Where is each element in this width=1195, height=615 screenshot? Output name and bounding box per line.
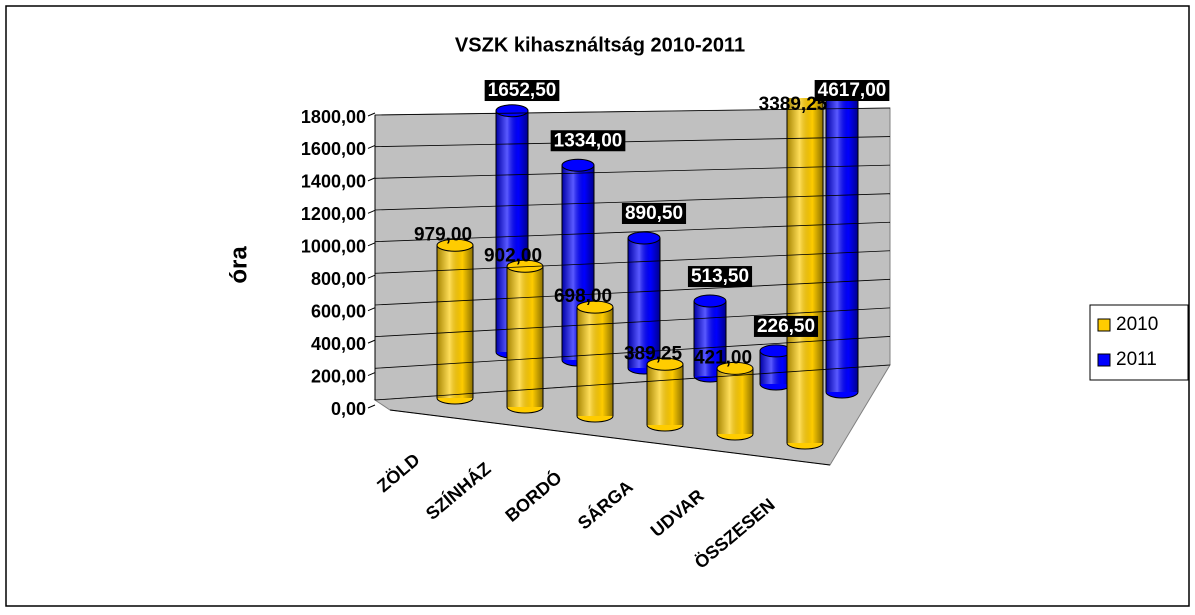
tick-mark bbox=[367, 339, 376, 344]
tick-mark bbox=[367, 307, 376, 312]
chart-title: VSZK kihasználtság 2010-2011 bbox=[455, 34, 745, 56]
bar-top bbox=[693, 294, 727, 308]
y-tick-label: 800,00 bbox=[311, 269, 366, 289]
x-axis bbox=[389, 409, 831, 466]
value-label: 226,50 bbox=[757, 316, 815, 337]
bar-shade bbox=[647, 364, 683, 425]
tick-mark bbox=[367, 209, 376, 214]
legend-label: 2010 bbox=[1116, 314, 1158, 335]
y-tick-label: 1600,00 bbox=[301, 139, 366, 159]
bar-top bbox=[436, 238, 474, 252]
legend bbox=[1089, 304, 1189, 381]
bar bbox=[716, 361, 754, 441]
grid-line bbox=[374, 336, 891, 369]
bar-top bbox=[561, 158, 595, 172]
y-tick-label: 1200,00 bbox=[301, 204, 366, 224]
bar-shade bbox=[507, 266, 543, 407]
value-label: 1334,00 bbox=[554, 130, 623, 151]
tick-mark bbox=[367, 274, 376, 279]
grid-line bbox=[374, 221, 891, 243]
value-label: 421,00 bbox=[694, 347, 752, 368]
value-label-bg bbox=[687, 266, 753, 288]
grid-line bbox=[374, 250, 891, 274]
bar bbox=[436, 238, 474, 405]
y-tick-label: 600,00 bbox=[311, 301, 366, 321]
bar-shade bbox=[826, 98, 858, 392]
y-tick-label: 1800,00 bbox=[301, 107, 366, 127]
value-label: 979,00 bbox=[414, 224, 472, 245]
value-label-bg bbox=[550, 130, 626, 152]
bar bbox=[627, 231, 661, 375]
bar-shade bbox=[694, 301, 726, 376]
y-tick-label: 200,00 bbox=[311, 366, 366, 386]
bar-shade bbox=[717, 368, 753, 434]
grid-line bbox=[374, 364, 891, 401]
value-label: 513,50 bbox=[691, 266, 749, 287]
value-label-bg bbox=[753, 315, 819, 337]
value-label: 902,00 bbox=[484, 245, 542, 266]
y-tick-label: 1000,00 bbox=[301, 237, 366, 257]
grid-line bbox=[374, 278, 891, 306]
grid-line bbox=[374, 193, 891, 211]
value-label-bg bbox=[621, 203, 687, 225]
bar bbox=[825, 98, 859, 399]
value-label-bg bbox=[484, 80, 560, 102]
bar-top bbox=[716, 361, 754, 375]
tick-mark bbox=[367, 112, 376, 117]
tick-mark bbox=[367, 242, 376, 247]
legend-label: 2011 bbox=[1116, 349, 1157, 370]
bar bbox=[693, 294, 727, 383]
legend-swatch bbox=[1097, 353, 1111, 367]
value-label: 4617,00 bbox=[818, 80, 887, 101]
bar-top bbox=[627, 231, 661, 245]
bar bbox=[646, 357, 684, 432]
bar-shade bbox=[437, 245, 473, 398]
value-label: 389,25 bbox=[624, 343, 683, 364]
grid-line bbox=[374, 307, 891, 338]
bar-shade bbox=[787, 98, 823, 444]
y-tick-label: 1400,00 bbox=[301, 172, 366, 192]
value-label: 1652,50 bbox=[488, 80, 557, 101]
bar bbox=[506, 259, 544, 414]
y-axis-label: óra bbox=[225, 246, 252, 284]
y-tick-label: 0,00 bbox=[331, 399, 366, 419]
value-label: 3389,25 bbox=[759, 94, 828, 115]
bar-top bbox=[646, 357, 684, 371]
grid-line bbox=[374, 136, 891, 148]
tick-mark bbox=[367, 177, 376, 182]
grid-line bbox=[374, 107, 891, 116]
bar bbox=[561, 158, 595, 367]
tick-mark bbox=[367, 372, 376, 377]
legend-swatch bbox=[1097, 318, 1111, 332]
y-tick-label: 400,00 bbox=[311, 334, 366, 354]
bar-shade bbox=[628, 237, 660, 368]
bar bbox=[786, 98, 824, 450]
value-label: 698,00 bbox=[554, 286, 612, 307]
bar-top bbox=[576, 300, 614, 314]
tick-mark bbox=[367, 144, 376, 149]
value-label-bg bbox=[814, 80, 890, 102]
grid-line bbox=[374, 164, 891, 179]
bar-top bbox=[495, 104, 529, 118]
bar bbox=[576, 300, 614, 423]
value-label: 890,50 bbox=[625, 203, 683, 224]
tick-mark bbox=[367, 404, 376, 409]
